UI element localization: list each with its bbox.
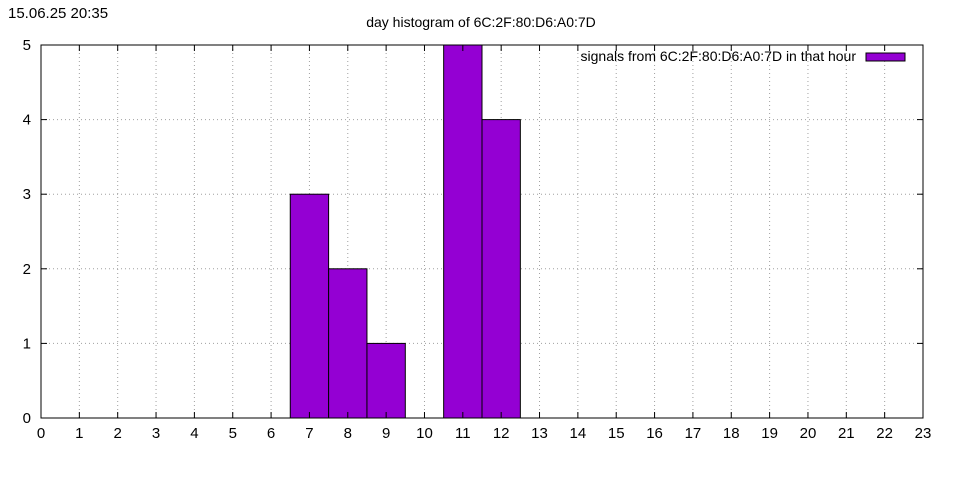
bar: [328, 268, 368, 419]
y-tick-label: 3: [23, 186, 31, 203]
bar: [289, 193, 330, 419]
y-tick-label: 1: [23, 335, 31, 352]
x-tick-label: 12: [493, 425, 510, 442]
plot-frame: [40, 44, 924, 419]
x-tick-label: 17: [685, 425, 702, 442]
x-tick-label: 1: [75, 425, 83, 442]
x-tick-label: 0: [37, 425, 45, 442]
bar: [366, 342, 406, 419]
y-tick-label: 4: [23, 112, 31, 129]
chart-title: day histogram of 6C:2F:80:D6:A0:7D: [366, 14, 596, 30]
x-tick-labels: 0 1 2 3 4 5 6 7 8 9 10 11 12 13 14 15 16 17 18 19 20 21 22 23: [37, 425, 932, 442]
x-tick-label: 16: [646, 425, 663, 442]
x-tick-label: 13: [531, 425, 548, 442]
y-tick-label: 0: [23, 410, 31, 427]
timestamp: 15.06.25 20:35: [8, 5, 108, 22]
x-tick-label: 23: [915, 425, 932, 442]
x-tick-label: 22: [876, 425, 893, 442]
x-tick-label: 2: [114, 425, 122, 442]
y-tick-label: 5: [23, 37, 31, 54]
x-tick-label: 8: [344, 425, 352, 442]
x-tick-label: 9: [382, 425, 390, 442]
x-tick-label: 20: [800, 425, 817, 442]
tick-marks: [40, 44, 924, 419]
legend-swatch: [865, 52, 906, 62]
x-tick-label: 19: [761, 425, 778, 442]
y-tick-label: 2: [23, 261, 31, 278]
x-tick-label: 4: [190, 425, 198, 442]
x-tick-label: 15: [608, 425, 625, 442]
x-tick-label: 21: [838, 425, 855, 442]
bars: [289, 44, 521, 419]
x-tick-label: 6: [267, 425, 275, 442]
x-tick-label: 5: [229, 425, 237, 442]
bar: [443, 44, 483, 419]
y-tick-labels: 0 1 2 3 4 5: [23, 37, 31, 427]
x-tick-label: 11: [455, 425, 471, 442]
x-tick-label: 10: [416, 425, 433, 442]
legend-label: signals from 6C:2F:80:D6:A0:7D in that h…: [581, 48, 857, 64]
x-tick-label: 14: [570, 425, 587, 442]
x-tick-label: 7: [305, 425, 313, 442]
legend: signals from 6C:2F:80:D6:A0:7D in that h…: [581, 48, 906, 64]
bar: [481, 119, 521, 419]
x-tick-label: 3: [152, 425, 160, 442]
x-tick-label: 18: [723, 425, 740, 442]
